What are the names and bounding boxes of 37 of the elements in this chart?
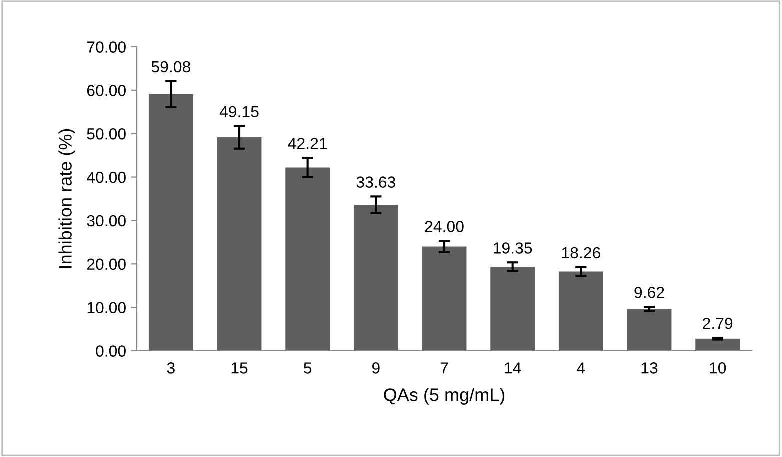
bar bbox=[627, 309, 672, 351]
bar bbox=[696, 338, 740, 351]
y-tick-label: 10.00 bbox=[88, 302, 126, 314]
y-axis-title: Inhibition rate (%) bbox=[58, 129, 76, 268]
y-tick-label: 60.00 bbox=[87, 85, 126, 96]
x-tick-label: 14 bbox=[505, 362, 522, 374]
x-tick-label: 4 bbox=[577, 362, 586, 374]
bar bbox=[354, 204, 398, 351]
y-tick-label: 70.00 bbox=[87, 42, 126, 53]
bar bbox=[490, 266, 536, 351]
bar bbox=[422, 246, 467, 351]
data-label: 42.21 bbox=[288, 138, 328, 150]
data-label: 2.79 bbox=[703, 318, 733, 330]
data-label: 49.15 bbox=[220, 106, 259, 118]
data-label: 24.00 bbox=[425, 221, 464, 232]
bar bbox=[558, 272, 604, 351]
x-tick-label: 13 bbox=[642, 362, 658, 374]
data-label: 18.26 bbox=[562, 247, 600, 259]
data-label: 33.63 bbox=[356, 176, 396, 188]
bar bbox=[217, 138, 262, 351]
y-tick-label: 40.00 bbox=[86, 172, 126, 184]
bar bbox=[148, 94, 194, 351]
x-tick-label: 9 bbox=[372, 362, 380, 374]
x-tick-label: 10 bbox=[710, 362, 726, 374]
x-tick-label: 3 bbox=[167, 362, 175, 374]
bar bbox=[286, 168, 330, 351]
x-tick-label: 5 bbox=[304, 362, 312, 374]
x-axis-title: QAs (5 mg/mL) bbox=[384, 388, 505, 405]
data-label: 9.62 bbox=[634, 287, 664, 298]
y-tick-label: 20.00 bbox=[87, 258, 126, 270]
y-tick-label: 0.00 bbox=[96, 346, 126, 357]
x-tick-label: 15 bbox=[232, 362, 248, 374]
x-tick-label: 7 bbox=[440, 362, 448, 374]
data-label: 59.08 bbox=[152, 61, 190, 73]
data-label: 19.35 bbox=[494, 242, 532, 254]
y-tick-label: 50.00 bbox=[87, 128, 126, 140]
y-tick-label: 30.00 bbox=[87, 215, 126, 227]
